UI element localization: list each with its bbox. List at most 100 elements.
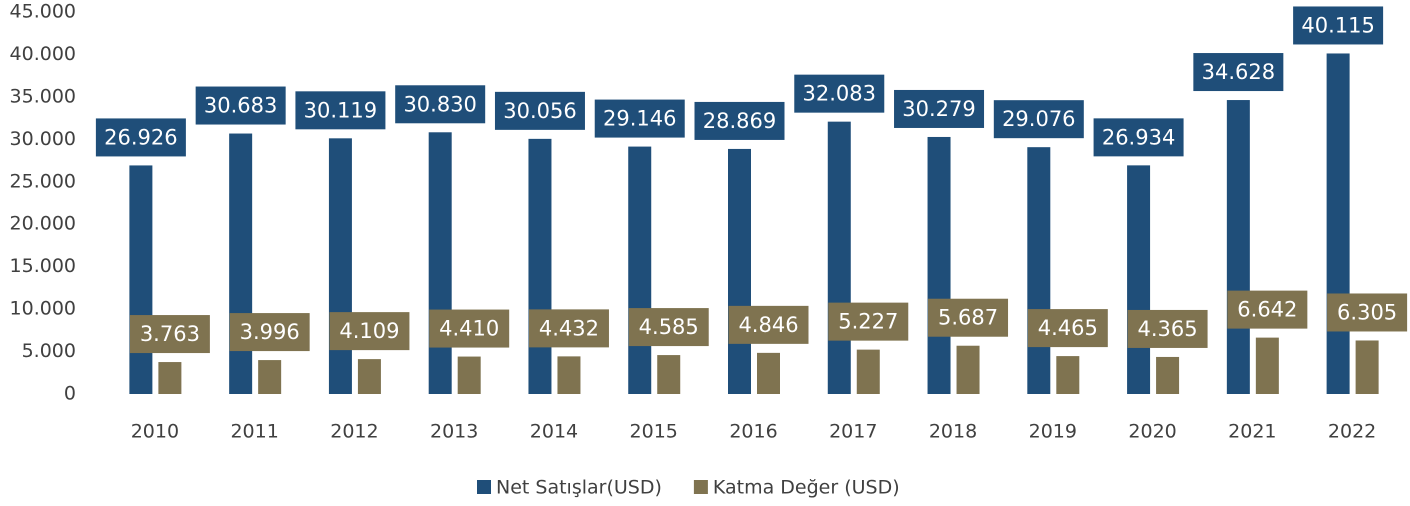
- data-label-box: [993, 100, 1084, 139]
- y-tick-label: 45.000: [10, 1, 76, 23]
- data-label: 29.146: [594, 99, 685, 138]
- bar: [1226, 100, 1250, 394]
- y-tick-label: 30.000: [10, 128, 76, 150]
- x-tick-label: 2014: [530, 421, 578, 443]
- y-tick-label: 20.000: [10, 213, 76, 235]
- legend-swatch: [693, 480, 708, 494]
- x-tick-label: 2017: [829, 421, 877, 443]
- x-tick-label: 2012: [330, 421, 378, 443]
- data-label-text: 32.083: [803, 82, 876, 106]
- data-label-box: [1127, 309, 1208, 348]
- data-label: 4.846: [728, 305, 809, 344]
- bar: [927, 136, 951, 394]
- data-label-text: 4.846: [738, 313, 798, 337]
- data-label-text: 30.830: [403, 92, 476, 116]
- y-tick-label: 0: [64, 383, 76, 405]
- data-label: 30.830: [395, 85, 486, 124]
- legend-swatch: [477, 480, 491, 494]
- data-label-text: 4.585: [639, 315, 699, 339]
- data-label: 30.683: [195, 86, 286, 125]
- bar: [258, 360, 282, 394]
- data-label-box: [1093, 118, 1184, 157]
- data-label: 4.365: [1127, 309, 1208, 348]
- data-label: 4.465: [1027, 309, 1108, 348]
- data-label-box: [628, 308, 709, 347]
- bar: [229, 133, 253, 395]
- y-tick-label: 35.000: [10, 85, 76, 107]
- data-label-text: 28.869: [703, 109, 776, 133]
- x-tick-label: 2016: [729, 421, 777, 443]
- bar: [1127, 165, 1151, 394]
- legend-label: Katma Değer (USD): [713, 477, 900, 499]
- data-label-box: [329, 312, 410, 351]
- bar: [757, 352, 780, 394]
- y-tick-label: 5.000: [22, 340, 76, 362]
- x-tick-label: 2010: [131, 421, 179, 443]
- data-label-text: 4.410: [439, 317, 499, 341]
- data-label-box: [594, 99, 685, 138]
- data-label-box: [229, 313, 310, 352]
- data-label-box: [1293, 6, 1384, 45]
- data-label-box: [1027, 309, 1108, 348]
- data-label-text: 4.109: [339, 319, 399, 343]
- bar: [657, 355, 681, 394]
- data-label: 26.926: [95, 118, 186, 157]
- bar: [557, 356, 581, 394]
- legend: Net Satışlar(USD) Katma Değer (USD): [477, 477, 900, 499]
- bar: [1056, 356, 1080, 394]
- bar: [1156, 356, 1180, 394]
- data-label-box: [694, 101, 785, 140]
- data-label-text: 3.763: [140, 322, 200, 346]
- data-label-box: [95, 118, 186, 157]
- x-tick-label: 2019: [1029, 421, 1077, 443]
- data-label-box: [494, 91, 585, 130]
- bar: [628, 146, 652, 394]
- data-label-box: [195, 86, 286, 125]
- data-label-box: [1227, 290, 1308, 329]
- data-label: 6.642: [1227, 290, 1308, 329]
- data-label: 30.279: [894, 89, 985, 128]
- bar: [158, 362, 182, 394]
- data-label: 6.305: [1327, 293, 1408, 332]
- x-tick-label: 2020: [1128, 421, 1176, 443]
- data-label: 3.763: [129, 315, 210, 354]
- data-label-text: 30.279: [902, 97, 975, 121]
- data-label: 3.996: [229, 313, 310, 352]
- data-label: 5.687: [928, 298, 1009, 337]
- data-label-text: 4.465: [1038, 316, 1098, 340]
- data-label-box: [395, 85, 486, 124]
- bar: [328, 138, 352, 394]
- data-label-text: 34.628: [1202, 60, 1275, 84]
- data-label-text: 5.227: [838, 310, 898, 334]
- data-label-text: 3.996: [240, 320, 300, 344]
- data-label-box: [728, 305, 809, 344]
- data-label-box: [894, 89, 985, 128]
- bar: [728, 148, 751, 394]
- x-tick-label: 2022: [1328, 421, 1376, 443]
- x-tick-label: 2015: [630, 421, 678, 443]
- data-label-box: [1193, 53, 1284, 92]
- bar: [428, 132, 452, 395]
- data-label-box: [129, 315, 210, 354]
- bar: [1326, 53, 1350, 394]
- data-label-box: [528, 309, 609, 348]
- data-label-text: 30.683: [204, 94, 277, 118]
- bar: [1355, 340, 1379, 394]
- bar: [956, 345, 980, 394]
- data-label-text: 30.056: [503, 99, 576, 123]
- y-tick-label: 15.000: [10, 255, 76, 277]
- bar: [827, 121, 851, 395]
- data-label: 30.119: [295, 91, 386, 130]
- data-label: 4.410: [429, 309, 510, 348]
- data-label-text: 29.146: [603, 107, 676, 131]
- y-tick-label: 25.000: [10, 170, 76, 192]
- data-label: 4.585: [628, 308, 709, 347]
- data-label-box: [429, 309, 510, 348]
- data-label-text: 6.305: [1337, 300, 1397, 324]
- data-label: 40.115: [1293, 6, 1384, 45]
- data-label: 4.432: [528, 309, 609, 348]
- data-label-text: 4.432: [539, 316, 599, 340]
- bar: [129, 165, 153, 394]
- y-tick-label: 10.000: [10, 298, 76, 320]
